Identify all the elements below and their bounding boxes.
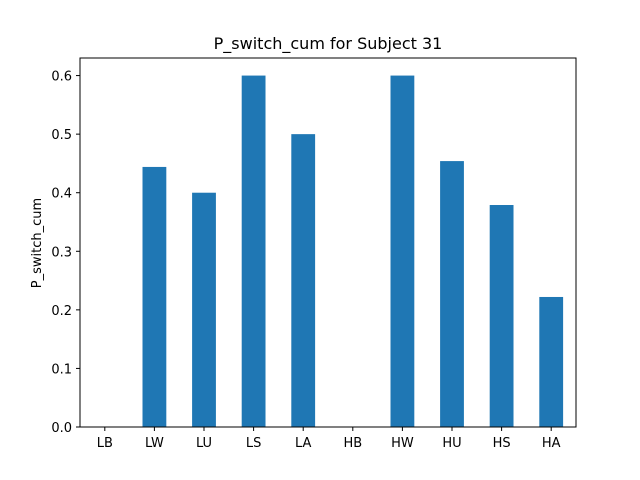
bar-lw: [142, 166, 167, 427]
bar-lu: [192, 192, 216, 427]
plot-frame: [79, 57, 577, 428]
chart-title: P_switch_cum for Subject 31: [214, 34, 443, 54]
y-tick-label: 0.5: [51, 128, 72, 143]
y-tick-label: 0.6: [51, 70, 72, 85]
bars-group: [142, 75, 564, 427]
x-tick-label-hu: HU: [442, 436, 461, 451]
y-tick-label: 0.2: [51, 304, 72, 319]
bar-hu: [440, 161, 464, 427]
x-tick-label-ha: HA: [542, 436, 561, 451]
bar-la: [291, 134, 316, 427]
x-tick-label-lb: LB: [97, 436, 113, 451]
x-tick-label-ls: LS: [246, 436, 262, 451]
x-tick-label-la: LA: [295, 436, 312, 451]
x-tick-label-lu: LU: [196, 436, 212, 451]
y-ticks-group: 0.0 0.1 0.2 0.3 0.4 0.5 0.6: [51, 70, 80, 436]
x-ticks-group: LB LW LU LS LA HB HW HU HS HA: [97, 427, 561, 451]
bar-ha: [539, 296, 564, 427]
y-tick-label: 0.3: [51, 245, 72, 260]
x-tick-label-hw: HW: [391, 436, 414, 451]
y-tick-label: 0.0: [51, 421, 72, 436]
x-tick-label-hs: HS: [493, 436, 511, 451]
bar-hs: [489, 205, 514, 427]
bar-ls: [241, 75, 266, 427]
x-tick-label-lw: LW: [145, 436, 164, 451]
y-axis-label: P_switch_cum: [30, 198, 45, 288]
x-tick-label-hb: HB: [343, 436, 362, 451]
y-tick-label: 0.1: [51, 362, 72, 377]
y-tick-label: 0.4: [51, 187, 72, 202]
bar-hw: [390, 75, 415, 427]
